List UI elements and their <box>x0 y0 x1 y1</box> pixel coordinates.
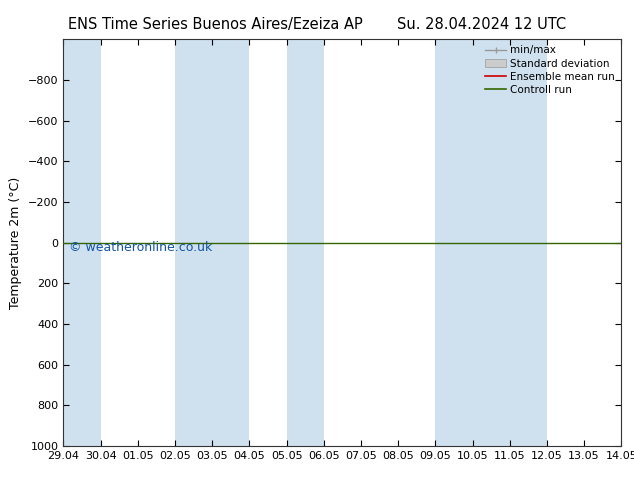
Text: © weatheronline.co.uk: © weatheronline.co.uk <box>69 241 212 253</box>
Bar <box>436 39 547 446</box>
Bar <box>63 39 101 446</box>
Bar <box>287 39 324 446</box>
Y-axis label: Temperature 2m (°C): Temperature 2m (°C) <box>10 176 22 309</box>
Text: Su. 28.04.2024 12 UTC: Su. 28.04.2024 12 UTC <box>398 17 566 32</box>
Bar <box>175 39 249 446</box>
Legend: min/max, Standard deviation, Ensemble mean run, Controll run: min/max, Standard deviation, Ensemble me… <box>481 41 619 99</box>
Text: ENS Time Series Buenos Aires/Ezeiza AP: ENS Time Series Buenos Aires/Ezeiza AP <box>68 17 363 32</box>
